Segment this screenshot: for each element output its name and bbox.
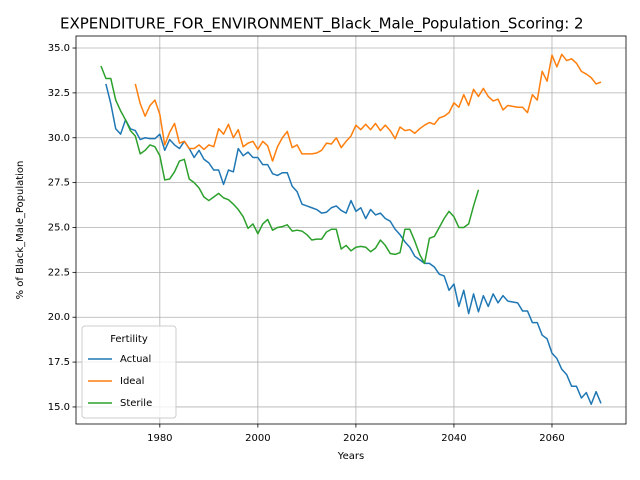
- line-series: [100, 65, 480, 265]
- legend: Fertility Actual Ideal Sterile: [81, 325, 177, 419]
- y-tick-label: 35.0: [48, 43, 70, 54]
- y-tick-label: 30.0: [48, 133, 70, 144]
- legend-title: Fertility: [110, 334, 148, 345]
- y-tick-label: 32.5: [48, 88, 70, 99]
- y-tick-label: 15.0: [48, 402, 70, 413]
- y-axis-label: % of Black_Male_Population: [15, 161, 26, 300]
- plot-frame: [75, 35, 627, 425]
- chart-title: EXPENDITURE_FOR_ENVIRONMENT_Black_Male_P…: [60, 15, 584, 34]
- x-tick-label: 2020: [343, 433, 368, 444]
- y-tick-label: 22.5: [48, 267, 70, 278]
- legend-box: [81, 325, 177, 419]
- x-tick-label: 2040: [441, 433, 466, 444]
- legend-label: Ideal: [120, 376, 144, 387]
- x-tick-label: 2000: [245, 433, 270, 444]
- y-tick-label: 27.5: [48, 178, 70, 189]
- y-tick-label: 25.0: [48, 222, 70, 233]
- y-tick-label: 17.5: [48, 357, 70, 368]
- line-series: [134, 53, 602, 162]
- x-tick-label: 2060: [539, 433, 564, 444]
- legend-label: Sterile: [120, 398, 152, 409]
- y-tick-label: 20.0: [48, 312, 70, 323]
- legend-label: Actual: [120, 354, 151, 365]
- x-tick-label: 1980: [147, 433, 172, 444]
- x-axis-label: Years: [337, 451, 364, 462]
